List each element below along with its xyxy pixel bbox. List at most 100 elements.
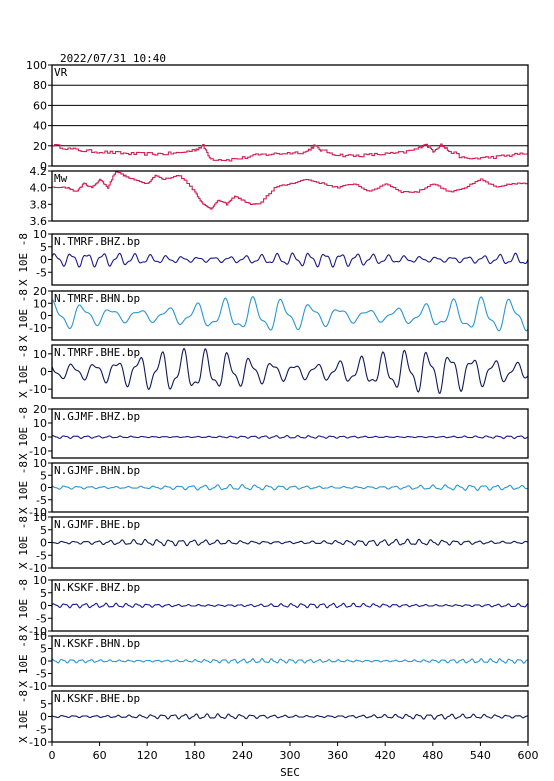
- y-tick-label: 0: [40, 431, 47, 444]
- series-line: [51, 538, 529, 547]
- timestamp: 2022/07/31 10:40: [60, 52, 166, 65]
- y-tick-label: -10: [29, 562, 47, 575]
- y-tick-label: 10: [33, 630, 47, 643]
- y-tick-label: 5: [40, 643, 47, 656]
- panel-frame: [51, 635, 529, 687]
- panel-title: VR: [54, 66, 68, 79]
- unit-label: X 10E -8: [17, 579, 30, 632]
- x-tick-label: 420: [375, 749, 396, 762]
- x-tick-label: 300: [280, 749, 301, 762]
- x-axis-ticks: 0 60 120 180 240 300 360 420 480 540 600: [49, 742, 539, 762]
- panel-title: N.GJMF.BHZ.bp: [54, 410, 140, 423]
- y-tick-label: 10: [33, 228, 47, 241]
- panel-n-tmrf-bhe-bp: -10 0 10 N.TMRF.BHE.bp: [29, 344, 529, 399]
- panel-mw: 3.6 3.8 4.0 4.2 Mw: [30, 165, 529, 228]
- y-tick-label: -10: [29, 625, 47, 638]
- panel-title: N.KSKF.BHE.bp: [54, 692, 140, 705]
- y-tick-label: 0: [40, 254, 47, 267]
- y-tick-label: -5: [36, 549, 47, 562]
- y-tick-label: 5: [40, 524, 47, 537]
- y-tick-label: -5: [36, 668, 47, 681]
- y-tick-label: 0: [40, 366, 47, 379]
- y-tick-label: 10: [33, 457, 47, 470]
- y-tick-label: 0: [40, 482, 47, 495]
- series-line: [51, 252, 529, 268]
- panel-frame: [51, 579, 529, 632]
- y-tick-label: 10: [33, 574, 47, 587]
- y-tick-label: 20: [33, 403, 47, 416]
- x-tick-label: 540: [470, 749, 491, 762]
- panel-title: N.GJMF.BHN.bp: [54, 464, 140, 477]
- unit-label: X 10E -8: [17, 461, 30, 514]
- series-line: [51, 657, 528, 664]
- panel-frame: [51, 233, 529, 286]
- panel-title: N.KSKF.BHZ.bp: [54, 581, 140, 594]
- series-line: [51, 295, 529, 332]
- y-tick-label: 80: [33, 79, 47, 92]
- x-tick-label: 60: [93, 749, 107, 762]
- unit-label: X 10E -8: [17, 233, 30, 286]
- y-tick-label: 0: [40, 655, 47, 668]
- panel-vr: 0 20 40 60 80 100 VR: [26, 59, 529, 173]
- y-tick-label: -5: [36, 266, 47, 279]
- y-tick-label: 20: [33, 285, 47, 298]
- unit-label: X 10E -8: [17, 345, 30, 398]
- x-tick-label: 180: [184, 749, 205, 762]
- panel-frame: [51, 344, 529, 399]
- unit-labels: X 10E -8 X 10E -8 X 10E -8 X 10E -8 X 10E -8…: [17, 233, 30, 743]
- series-line: [51, 484, 529, 492]
- panel-frame: [51, 290, 529, 341]
- panel-frame: [51, 170, 529, 222]
- y-tick-label: 20: [33, 140, 47, 153]
- panels: 020406080100VR3.63.84.04.2Mw-50510N.TMRF…: [26, 59, 529, 749]
- series-line: [51, 434, 529, 440]
- x-tick-label: 240: [232, 749, 253, 762]
- y-tick-label: 0: [40, 600, 47, 613]
- panel-title: Mw: [54, 172, 68, 185]
- x-tick-label: 120: [137, 749, 158, 762]
- y-tick-label: -10: [29, 680, 47, 693]
- unit-label: X 10E -8: [17, 690, 30, 743]
- series-line: [52, 143, 528, 162]
- panel-title: N.TMRF.BHZ.bp: [54, 235, 140, 248]
- y-tick-label: -10: [29, 736, 47, 749]
- y-tick-label: 4.2: [30, 165, 48, 178]
- series-line: [51, 713, 528, 720]
- panel-title: N.TMRF.BHE.bp: [54, 346, 140, 359]
- x-tick-label: 600: [518, 749, 539, 762]
- y-tick-label: 10: [33, 297, 47, 310]
- panel-frame: [51, 462, 529, 513]
- y-tick-label: 10: [33, 511, 47, 524]
- y-tick-label: 5: [40, 469, 47, 482]
- y-tick-label: 3.6: [30, 215, 48, 228]
- y-tick-label: 0: [40, 160, 47, 173]
- panel-frame: [51, 408, 529, 459]
- y-tick-label: -10: [29, 506, 47, 519]
- y-tick-label: 5: [40, 698, 47, 711]
- series-line: [52, 171, 528, 210]
- y-tick-label: 0: [40, 711, 47, 724]
- x-tick-label: 360: [327, 749, 348, 762]
- y-tick-label: 40: [33, 120, 47, 133]
- y-tick-label: -10: [29, 322, 47, 335]
- y-tick-label: 4.0: [30, 182, 48, 195]
- x-tick-label: 480: [422, 749, 443, 762]
- y-tick-label: 100: [26, 59, 47, 72]
- y-tick-label: 5: [40, 587, 47, 600]
- y-tick-label: 3.8: [30, 198, 48, 211]
- y-tick-label: 60: [33, 99, 47, 112]
- panel-title: N.GJMF.BHE.bp: [54, 518, 140, 531]
- panel-frame: [51, 64, 529, 167]
- panel-n-kskf-bhe-bp: -10-505 N.KSKF.BHE.bp: [29, 690, 529, 749]
- panel-frame: [51, 516, 529, 569]
- y-tick-label: 5: [40, 241, 47, 254]
- unit-label: X 10E -8: [17, 289, 30, 342]
- x-axis-label: SEC: [280, 766, 300, 779]
